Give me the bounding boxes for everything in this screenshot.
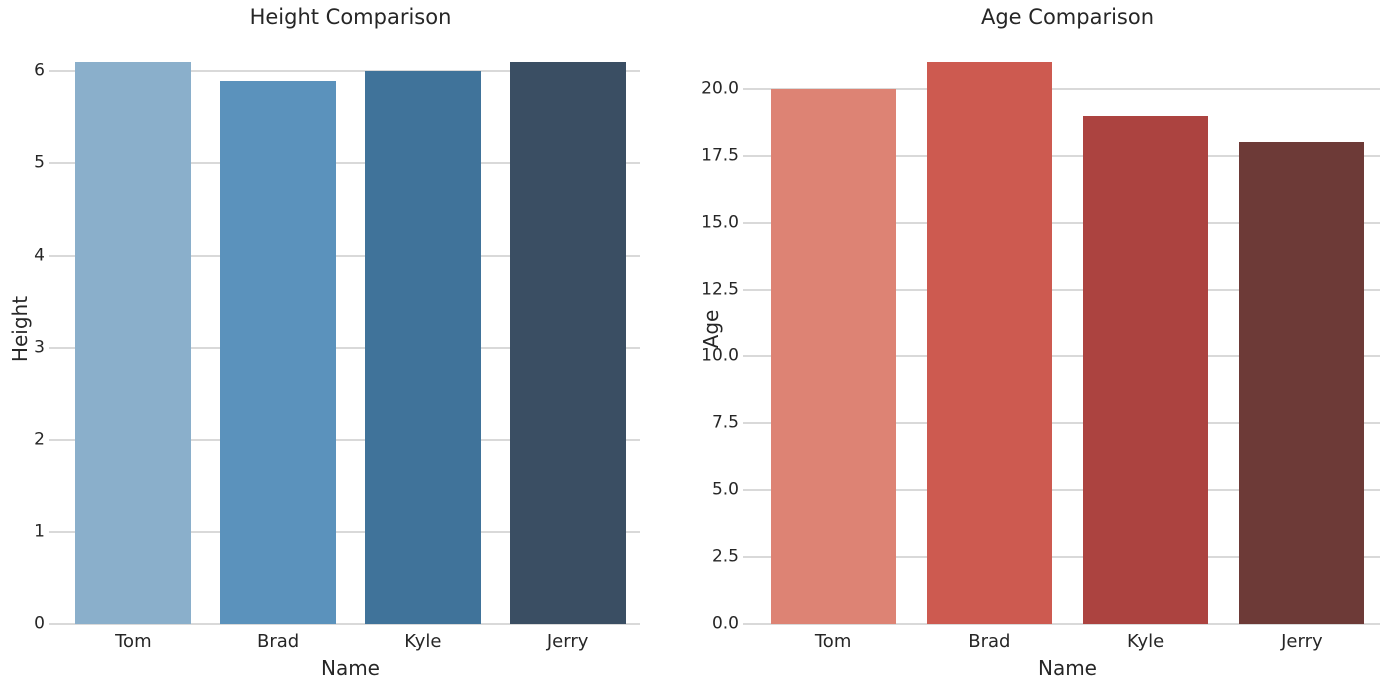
y-tick-label: 5 [34, 152, 45, 173]
plot-area: 0.0 2.5 5.0 7.5 10.0 12.5 15.0 17.5 20.0 Tom Brad K… [701, 34, 1380, 652]
gridline [743, 288, 1380, 291]
y-tick-label: 0.0 [711, 613, 739, 634]
bar-kyle [1083, 115, 1209, 624]
bar-tom [770, 88, 896, 624]
gridline [743, 422, 1380, 425]
age-chart: Age Comparison Age 0.0 2.5 5.0 7.5 10.0 12.5 1… [694, 0, 1389, 690]
x-tick-label-kyle: Kyle [1127, 631, 1165, 652]
chart-title: Age Comparison [980, 5, 1155, 29]
x-tick-label-tom: Tom [814, 631, 852, 652]
y-tick-label: 17.5 [701, 145, 739, 166]
height-chart: Height Comparison Height 0 1 2 3 4 5 6 Tom Brad K… [0, 0, 694, 690]
x-tick-label-jerry: Jerry [546, 631, 589, 652]
x-axis-title: Name [1037, 656, 1097, 680]
gridline [49, 530, 640, 533]
gridline [743, 623, 1380, 625]
gridline [743, 154, 1380, 157]
y-tick-label: 12.5 [701, 279, 739, 300]
gridline [743, 556, 1380, 559]
x-tick-label-tom: Tom [115, 631, 152, 652]
y-tick-label: 2.5 [711, 546, 739, 567]
x-tick-label-brad: Brad [968, 631, 1011, 652]
x-axis-title: Name [320, 656, 380, 680]
bar-kyle [364, 71, 481, 624]
y-tick-label: 7.5 [711, 412, 739, 433]
gridline [743, 221, 1380, 224]
y-tick-label: 1 [34, 521, 45, 542]
y-tick-label: 3 [34, 337, 45, 358]
bar-brad [220, 80, 337, 624]
y-tick-label: 15.0 [701, 212, 739, 233]
bar-brad [926, 62, 1052, 624]
chart-title: Height Comparison [249, 5, 452, 29]
x-tick-label-jerry: Jerry [1281, 631, 1323, 652]
y-axis-title: Age [699, 309, 723, 349]
y-tick-label: 20.0 [701, 78, 739, 99]
x-tick-label-brad: Brad [257, 631, 300, 652]
gridline [49, 162, 640, 165]
gridline [49, 438, 640, 441]
y-tick-label: 5.0 [711, 479, 739, 500]
y-tick-label: 2 [34, 429, 45, 450]
y-tick-label: 4 [34, 245, 45, 266]
bar-jerry [509, 62, 626, 624]
gridline [743, 355, 1380, 358]
y-tick-label: 0 [34, 613, 45, 634]
gridline [49, 254, 640, 257]
y-tick-label: 10.0 [701, 345, 739, 366]
bar-tom [75, 62, 192, 624]
gridline [743, 489, 1380, 492]
bar-jerry [1239, 142, 1365, 624]
plot-area: 0 1 2 3 4 5 6 Tom Brad Kyle Jerry [34, 34, 640, 652]
gridline [743, 87, 1380, 90]
gridline [49, 70, 640, 73]
y-tick-label: 6 [34, 60, 45, 81]
gridline [49, 623, 640, 625]
gridline [49, 346, 640, 349]
x-tick-label-kyle: Kyle [404, 631, 442, 652]
